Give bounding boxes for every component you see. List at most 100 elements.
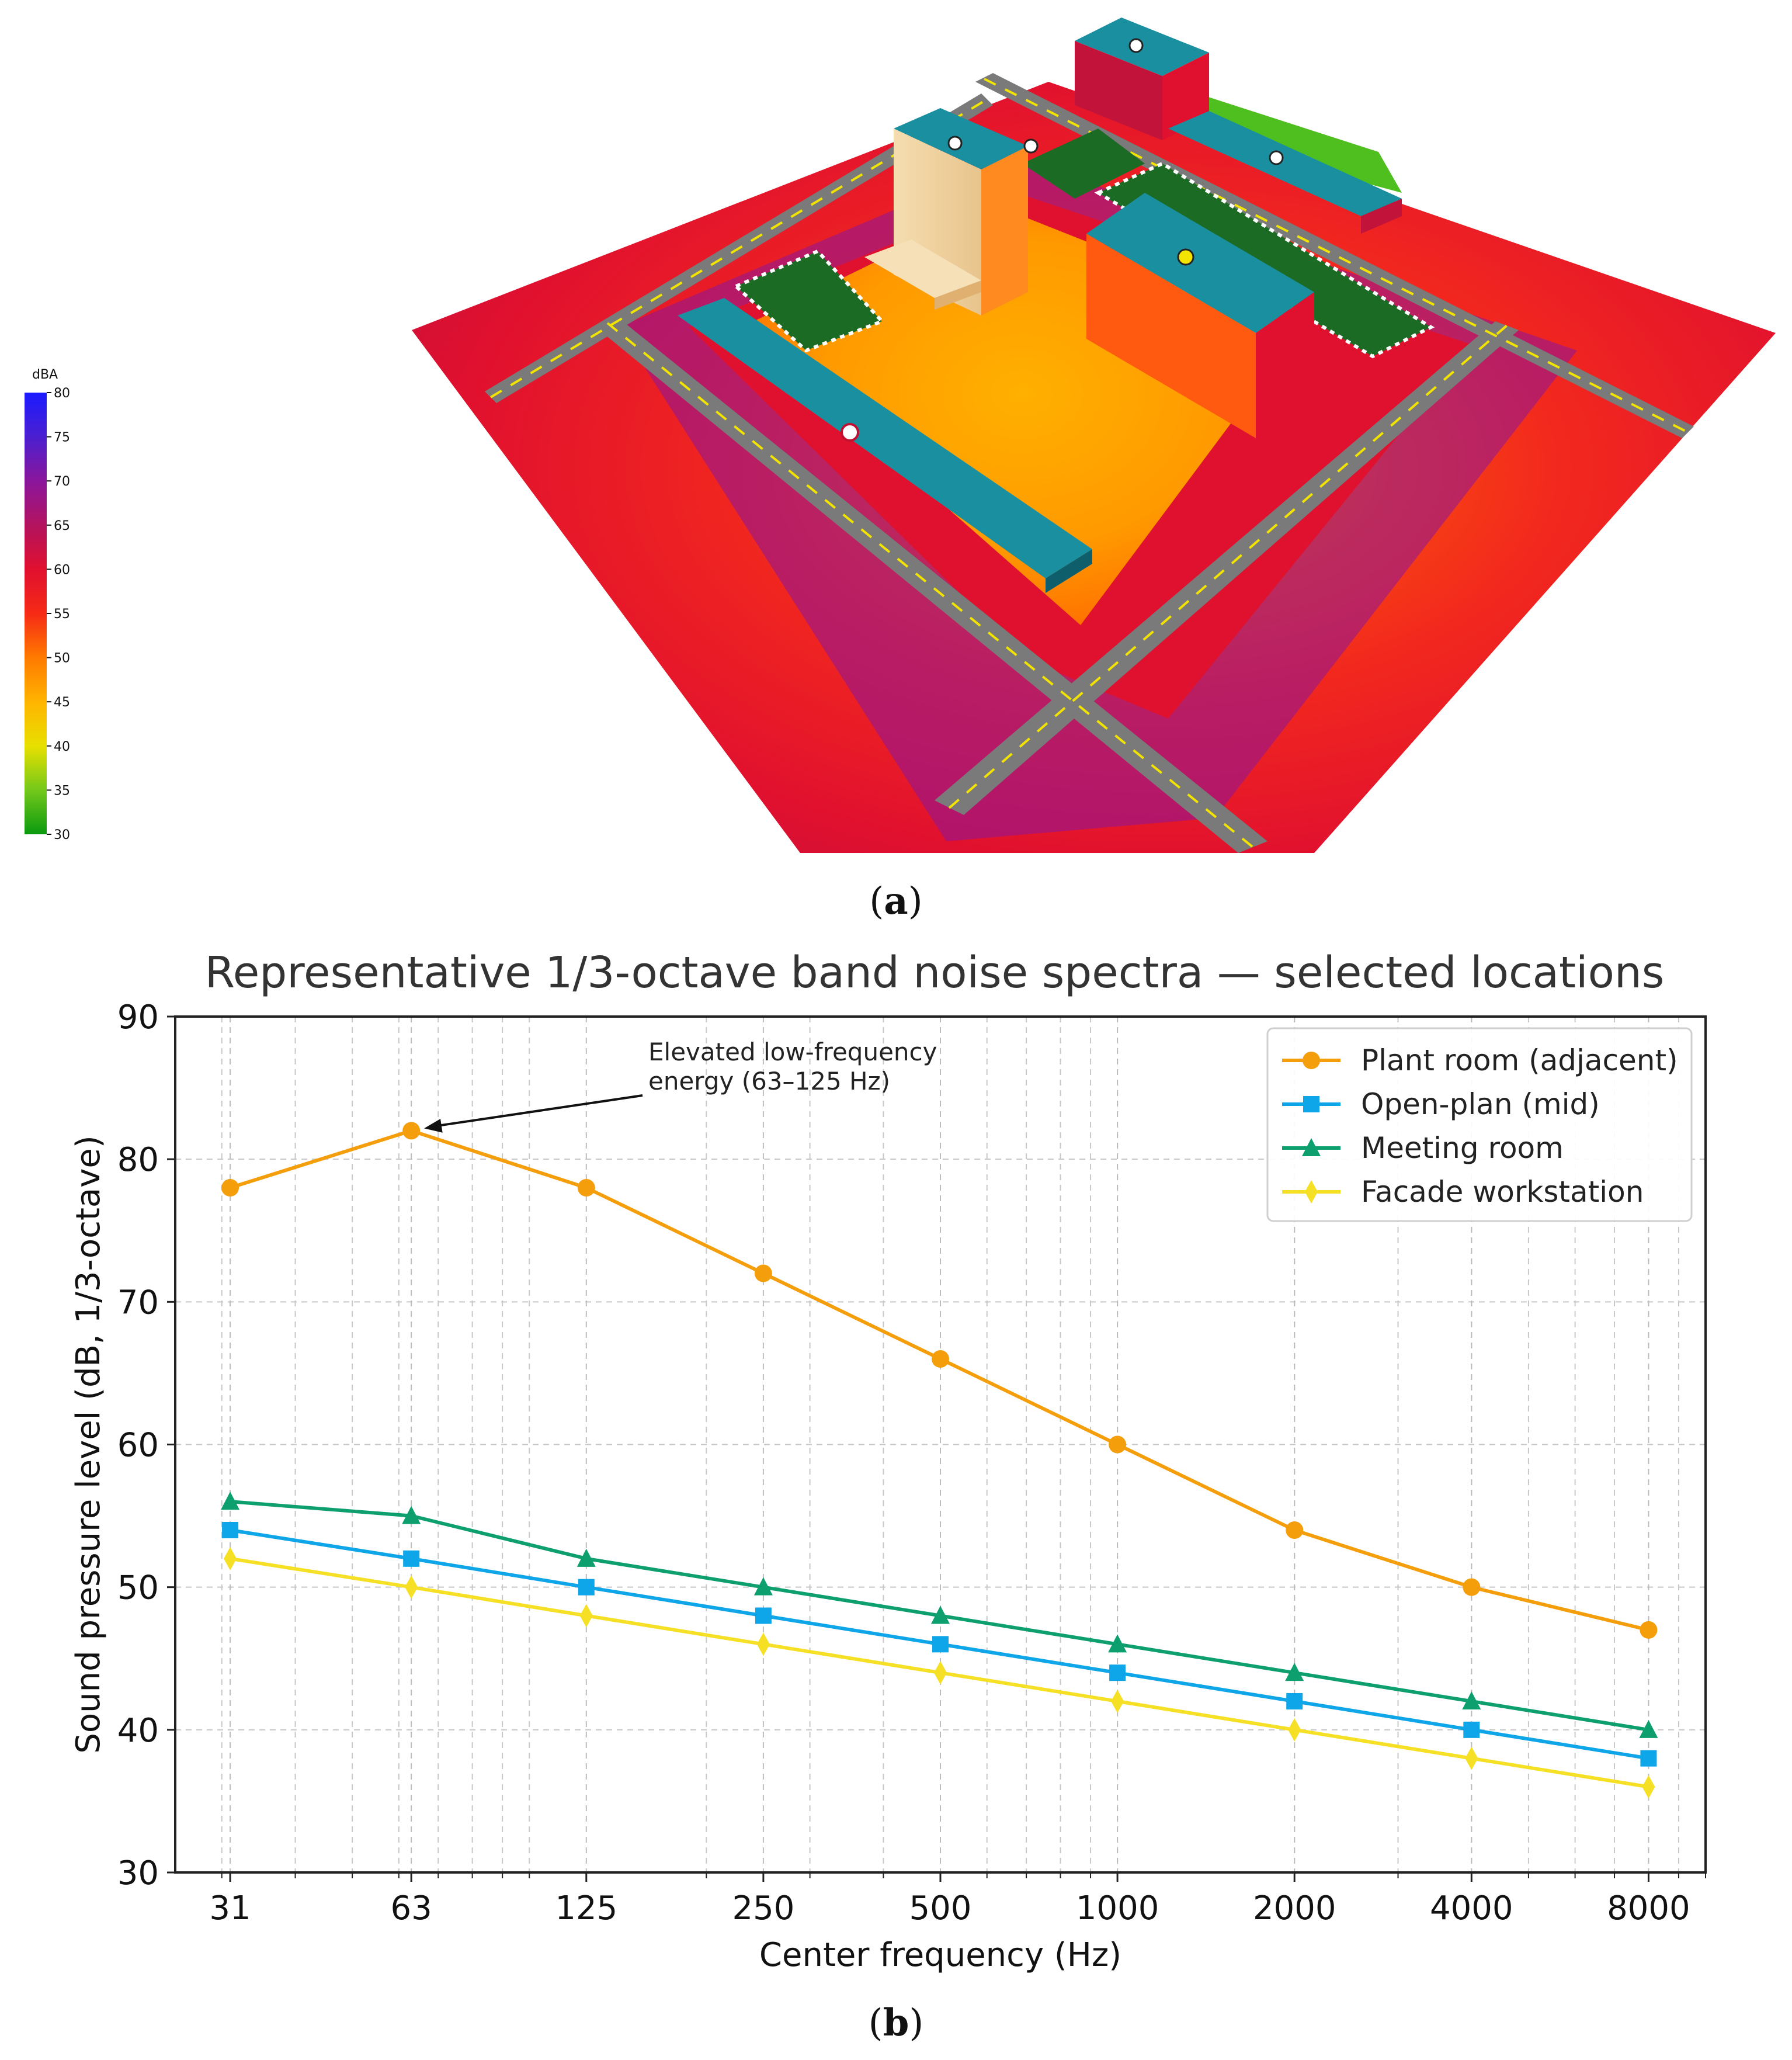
data-point <box>577 1548 596 1567</box>
colorbar-tick-label: 40 <box>54 740 70 754</box>
data-point <box>403 1550 420 1567</box>
data-point <box>1286 1521 1304 1539</box>
annotation-line-1: Elevated low-frequency <box>648 1038 937 1066</box>
legend-entry: Facade workstation <box>1282 1175 1644 1209</box>
y-axis-label: Sound pressure level (dB, 1/3-octave) <box>70 1135 107 1753</box>
data-point <box>579 1604 593 1628</box>
colorbar-tick-label: 30 <box>54 828 70 842</box>
data-point <box>753 1577 773 1596</box>
colorbar-tick-label: 60 <box>54 563 70 577</box>
legend-marker <box>1305 1180 1318 1204</box>
data-point <box>1463 1721 1480 1738</box>
park-areas <box>732 129 1435 359</box>
data-point <box>578 1579 595 1596</box>
series-facade-workstation <box>224 1546 1655 1799</box>
colorbar-gradient <box>25 393 47 834</box>
colorbar-unit: dBA <box>32 367 58 382</box>
data-point <box>224 1546 237 1570</box>
x-axis-label: Center frequency (Hz) <box>759 1936 1121 1974</box>
legend-marker <box>1302 1138 1321 1156</box>
x-tick-label: 500 <box>909 1889 972 1927</box>
x-tick-label: 31 <box>209 1889 251 1927</box>
data-point <box>755 1607 772 1624</box>
road-network <box>485 73 1694 853</box>
data-point <box>754 1264 772 1282</box>
caption-b-text: (b) <box>868 2001 924 2045</box>
receiver-markers <box>841 38 1284 442</box>
data-point <box>1642 1775 1655 1799</box>
annotation-line-2: energy (63–125 Hz) <box>648 1067 890 1095</box>
chart-title: Representative 1/3-octave band noise spe… <box>205 948 1665 998</box>
data-point <box>221 1179 239 1197</box>
spectra-chart: Representative 1/3-octave band noise spe… <box>70 948 1707 1974</box>
legend-label: Open-plan (mid) <box>1361 1087 1600 1121</box>
spectra-chart-panel: Representative 1/3-octave band noise spe… <box>0 911 1792 2021</box>
y-tick-label: 40 <box>117 1712 159 1750</box>
data-point <box>221 1492 240 1510</box>
x-tick-label: 1000 <box>1076 1889 1159 1927</box>
noise-map-figure: dBA 80 75 70 65 60 55 50 45 40 35 30 <box>25 18 1776 853</box>
annotation: Elevated low-frequency energy (63–125 Hz… <box>424 1038 937 1133</box>
legend-marker <box>1303 1096 1319 1112</box>
data-point <box>1640 1621 1658 1639</box>
legend-label: Facade workstation <box>1361 1175 1644 1209</box>
data-point <box>222 1522 239 1538</box>
y-tick-label: 60 <box>117 1427 159 1465</box>
legend-label: Plant room (adjacent) <box>1361 1043 1678 1077</box>
data-point <box>934 1661 947 1685</box>
legend-marker <box>1303 1052 1320 1069</box>
y-tick-label: 50 <box>117 1569 159 1607</box>
data-point <box>1639 1719 1658 1738</box>
y-tick-label: 90 <box>117 998 159 1036</box>
annotation-arrowhead <box>424 1118 443 1133</box>
colorbar-tick-label: 75 <box>54 431 70 445</box>
y-tick-label: 80 <box>117 1141 159 1179</box>
data-point <box>405 1575 418 1599</box>
data-point <box>1463 1578 1481 1596</box>
legend-entry: Plant room (adjacent) <box>1282 1043 1678 1077</box>
series-layer <box>221 1122 1658 1799</box>
buildings <box>678 18 1402 593</box>
y-tick-label: 30 <box>117 1854 159 1892</box>
data-point <box>1465 1746 1478 1770</box>
caption-a-text: (a) <box>869 879 923 923</box>
data-point <box>1285 1663 1304 1681</box>
data-point <box>932 1350 949 1368</box>
series-open-plan-mid <box>222 1522 1657 1767</box>
data-point <box>402 1122 421 1140</box>
colorbar-tick-label: 70 <box>54 474 70 489</box>
legend-entry: Open-plan (mid) <box>1282 1087 1600 1121</box>
data-point <box>577 1179 595 1197</box>
colorbar-tick-label: 50 <box>54 651 70 666</box>
colorbar-tick-label: 55 <box>54 607 70 622</box>
colorbar-tick-label: 45 <box>54 695 70 710</box>
series-meeting-room <box>221 1492 1658 1738</box>
data-point <box>931 1605 950 1624</box>
data-point <box>1108 1634 1127 1653</box>
x-tick-label: 250 <box>732 1889 794 1927</box>
x-tick-label: 125 <box>555 1889 617 1927</box>
annotation-arrow <box>435 1094 643 1128</box>
data-point <box>1109 1664 1126 1681</box>
data-point <box>1109 1435 1127 1454</box>
x-tick-label: 2000 <box>1253 1889 1336 1927</box>
data-point <box>1288 1718 1301 1742</box>
data-point <box>1111 1690 1124 1713</box>
data-point <box>932 1636 949 1653</box>
x-tick-label: 8000 <box>1607 1889 1690 1927</box>
legend-box <box>1266 1027 1693 1222</box>
chart-legend: Plant room (adjacent) Open-plan (mid) Meet… <box>1266 1027 1693 1222</box>
quiet-zone <box>1197 93 1402 193</box>
data-point <box>1640 1750 1657 1767</box>
x-tick-label: 4000 <box>1430 1889 1513 1927</box>
noise-map-panel: dBA 80 75 70 65 60 55 50 45 40 35 30 <box>0 0 1792 865</box>
data-point <box>756 1632 770 1656</box>
colorbar: dBA 80 75 70 65 60 55 50 45 40 35 30 <box>25 367 70 842</box>
data-point <box>1462 1691 1481 1709</box>
colorbar-tick-label: 35 <box>54 783 70 798</box>
colorbar-tick-label: 65 <box>54 519 70 533</box>
y-axis-ticks: 30 40 50 60 70 80 90 <box>117 998 175 1892</box>
legend-entry: Meeting room <box>1282 1131 1564 1165</box>
data-point <box>1286 1693 1303 1709</box>
y-tick-label: 70 <box>117 1284 159 1322</box>
